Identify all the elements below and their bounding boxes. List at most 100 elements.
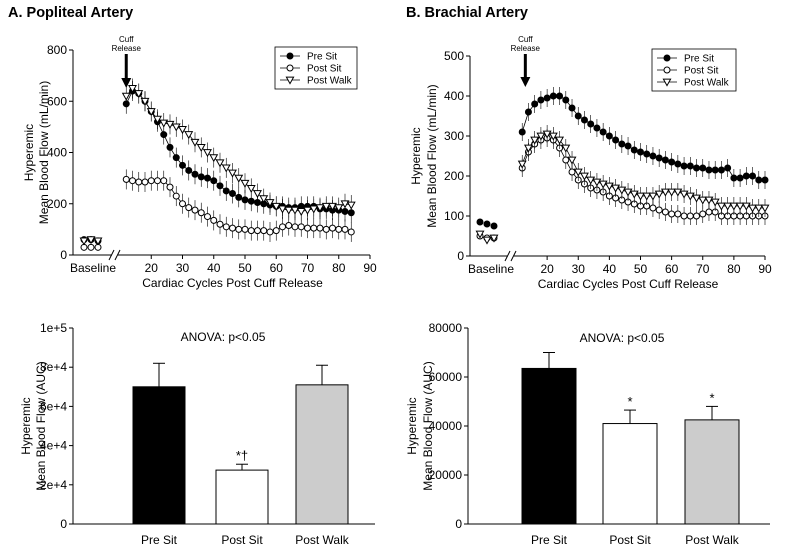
data-point [674,160,682,168]
significance-marker-post-sit: *† [236,448,248,463]
x-axis-label: Cardiac Cycles Post Cuff Release [538,277,719,291]
data-point [246,184,256,194]
data-point [661,156,669,164]
legend-label: Post Sit [307,64,342,75]
legend-label: Post Walk [684,78,730,89]
data-point [247,227,255,235]
panel-title-brachial: B. Brachial Artery [406,5,528,21]
data-point [654,190,664,199]
baseline-point [483,220,491,228]
data-point [166,143,174,151]
axis-break-mark [108,249,115,261]
data-point [562,156,570,164]
baseline-point [489,234,499,243]
data-point [229,224,236,232]
y-tick-label: 0 [60,517,67,531]
data-point [235,193,243,201]
baseline-point [490,222,498,230]
data-point [593,124,601,132]
data-point [140,97,150,106]
y-axis-label-line1: Hyperemic [409,127,423,184]
data-point [555,136,565,145]
y-tick-label: 80000 [429,321,463,335]
y-axis-label-line1: Hyperemic [405,397,419,454]
data-point [197,209,205,217]
data-point [549,92,557,100]
data-point [296,208,306,217]
data-point [316,224,324,232]
legend-label: Post Walk [307,76,353,87]
data-point [291,223,299,231]
y-tick-label: 6e+4 [40,399,67,413]
data-point [310,224,318,232]
data-point [693,164,701,172]
data-point [587,120,595,128]
data-point [668,158,676,166]
data-point [604,182,614,191]
data-point [329,224,336,232]
data-point [204,174,211,182]
brachial-line-chart: 0 100 200 300 400 500 20 30 40 50 60 70 80 90 Baseline… [409,35,772,291]
data-point [537,96,545,104]
y-axis-label-line2: Mean Blood Flow (mL/min) [425,84,439,227]
y-tick-label: 20000 [429,468,463,482]
data-point [629,190,639,199]
data-point [543,94,551,102]
data-point [322,225,330,233]
data-point [568,104,576,112]
series-pre-sit [476,87,769,230]
data-point [724,164,732,172]
data-point [228,169,237,178]
popliteal-line-chart: 0 200 400 600 800 20 30 40 50 60 70 80 90 Baseline Car… [22,35,377,290]
y-tick-label: 400 [444,89,464,103]
data-point [605,132,613,140]
anova-annotation: ANOVA: p<0.05 [181,330,266,344]
data-point [699,164,707,172]
data-point [699,210,707,218]
data-point [321,202,331,211]
axis-break-mark [114,249,121,261]
data-point [210,216,218,224]
data-point [190,138,200,147]
data-point [698,196,708,205]
data-point [517,160,527,169]
x-tick-label: 40 [603,262,617,276]
data-point [266,228,274,236]
y-tick-label: 400 [47,146,67,160]
x-category-label-post-walk: Post Walk [685,533,740,547]
bar-post-walk [684,419,740,525]
data-point [717,166,725,174]
data-point [247,197,255,205]
data-point [548,132,558,141]
data-point [674,210,682,218]
legend-marker [286,64,294,72]
data-point [655,206,663,214]
data-point [536,132,546,141]
x-tick-label: 50 [238,261,252,275]
data-point [561,144,571,153]
data-point [216,182,224,190]
bar-pre-sit [521,367,577,525]
data-point [531,100,539,108]
data-point [673,188,683,197]
data-point [216,220,224,228]
data-point [580,116,588,124]
data-point [735,202,745,211]
x-tick-label: 70 [301,261,315,275]
data-point [191,170,199,178]
data-point [134,90,144,99]
data-point [221,164,231,173]
data-point [153,115,162,124]
x-tick-label: 80 [727,262,741,276]
baseline-point [476,218,484,226]
data-point [556,92,564,100]
data-point [624,142,632,150]
data-point [679,190,689,199]
data-point [668,210,676,218]
data-point [203,149,212,158]
data-point [655,154,663,162]
series-line [521,133,765,209]
x-axis-label: Cardiac Cycles Post Cuff Release [142,276,323,290]
anova-annotation: ANOVA: p<0.05 [580,331,665,345]
